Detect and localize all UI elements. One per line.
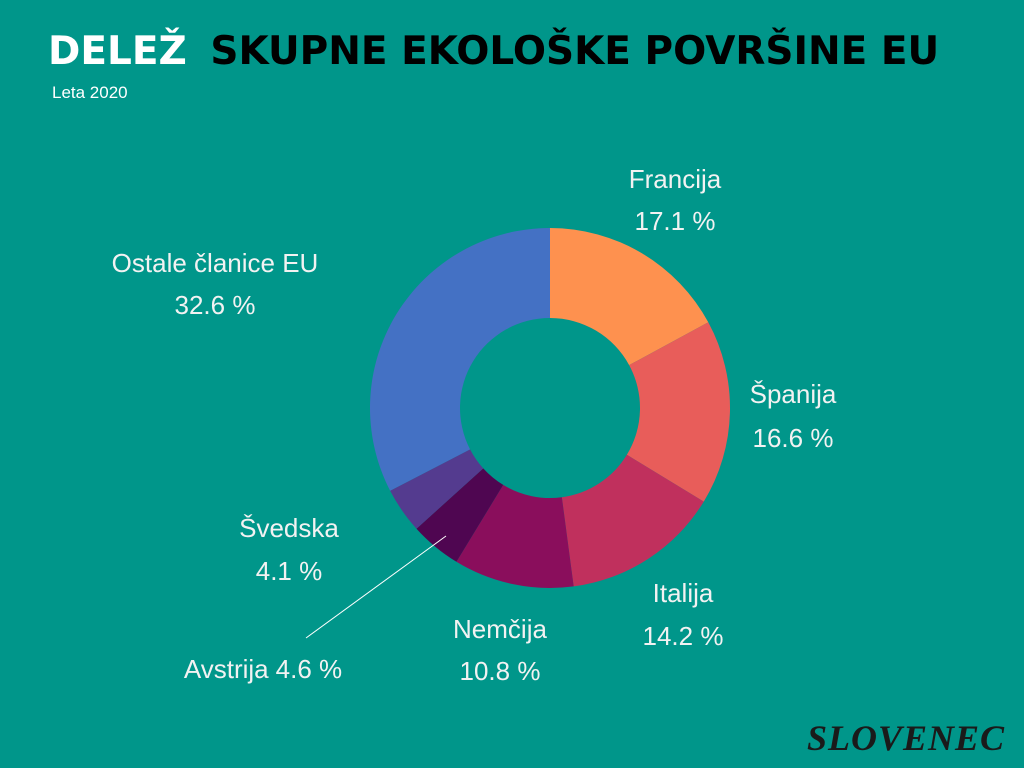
donut-slice [456,484,574,588]
slice-label-line: Avstrija 4.6 % [184,654,342,684]
slice-label: Francija [629,164,722,194]
donut-slice [390,449,484,529]
slice-value-label: 17.1 % [635,206,716,236]
slice-value-label: 4.1 % [256,556,323,586]
slice-label: Ostale članice EU [112,248,319,278]
leader-line [305,535,447,639]
slice-value-label: 14.2 % [643,621,724,651]
slice-value-label: 16.6 % [753,423,834,453]
slice-value-label: 32.6 % [175,290,256,320]
donut-slice [561,454,704,587]
slice-label: Španija [750,379,837,409]
donut-slice [626,322,730,502]
chart-title-highlight: DELEŽ [48,27,187,74]
slice-label: Nemčija [453,614,547,644]
chart-title: SKUPNE EKOLOŠKE POVRŠINE EU [210,27,939,74]
slice-label: Švedska [239,513,339,543]
slice-value-label: 10.8 % [460,656,541,686]
donut-slice [369,228,550,491]
chart-title-line: DELEŽ SKUPNE EKOLOŠKE POVRŠINE EU [48,27,939,74]
donut-slice [416,468,504,562]
donut-slice [550,228,709,366]
slice-value-label: 4.6 % [276,654,343,684]
slice-label: Avstrija [184,654,269,684]
slice-label: Italija [653,578,714,608]
chart-subtitle: Leta 2020 [52,83,128,102]
logo: SLOVENEC [807,718,1005,758]
